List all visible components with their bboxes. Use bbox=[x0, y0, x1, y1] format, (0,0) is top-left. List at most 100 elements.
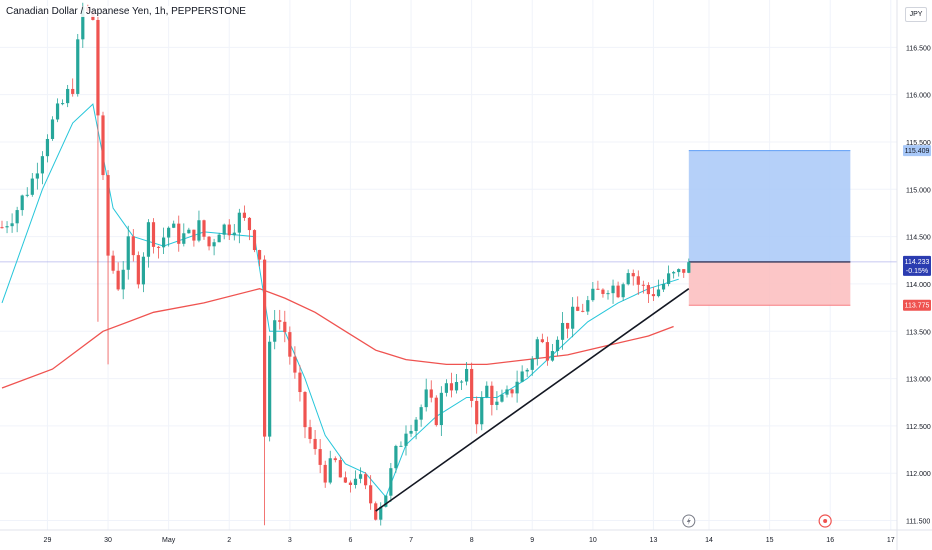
candle-body bbox=[50, 119, 55, 139]
candle-body bbox=[177, 223, 181, 244]
candle-body bbox=[358, 474, 363, 479]
candle-body bbox=[576, 306, 580, 311]
price-tick-label: 112.000 bbox=[906, 471, 931, 478]
price-tick-label: 112.500 bbox=[906, 424, 931, 431]
candle-body bbox=[126, 236, 130, 270]
price-axis[interactable]: 111.500 112.000 112.500 113.000 113.500 114.0… bbox=[896, 0, 931, 550]
price-tick-label: 114.500 bbox=[906, 235, 931, 242]
candle-body bbox=[192, 229, 196, 241]
candle-body bbox=[247, 217, 252, 231]
time-tick-label: 30 bbox=[104, 537, 112, 544]
candle-body bbox=[601, 289, 605, 294]
candle-body bbox=[333, 458, 337, 461]
candle-body bbox=[136, 255, 140, 285]
price-tick-label: 114.000 bbox=[906, 282, 931, 289]
ma-slow-line bbox=[1, 288, 674, 389]
loss-zone bbox=[688, 261, 851, 306]
candle-body bbox=[242, 212, 246, 218]
candle-body bbox=[661, 284, 666, 290]
candle-body bbox=[550, 351, 555, 361]
candle-body bbox=[308, 427, 312, 439]
candle-body bbox=[631, 273, 635, 277]
candle-body bbox=[212, 242, 216, 247]
time-tick-label: 8 bbox=[470, 537, 474, 544]
stop-price-label: 113.775 bbox=[905, 303, 930, 310]
position-zones[interactable] bbox=[0, 150, 897, 306]
candle-body bbox=[394, 445, 398, 469]
candle-body bbox=[566, 322, 570, 329]
candle-body bbox=[545, 342, 549, 361]
candle-body bbox=[156, 246, 161, 248]
candle-body bbox=[0, 227, 4, 229]
candle-body bbox=[399, 445, 403, 447]
candle-body bbox=[535, 339, 539, 359]
candle-body bbox=[606, 293, 610, 295]
candle-body bbox=[131, 236, 135, 256]
price-tick-label: 116.000 bbox=[906, 93, 931, 100]
candle-body bbox=[555, 339, 560, 352]
candle-body bbox=[611, 285, 615, 294]
candle-body bbox=[61, 103, 65, 105]
candle-body bbox=[30, 178, 34, 195]
candle-body bbox=[465, 368, 469, 382]
price-labels: 115.409 113.775 114.233 -0.15% bbox=[903, 145, 931, 311]
candle-body bbox=[268, 341, 272, 437]
candle-body bbox=[348, 482, 353, 485]
candle-body bbox=[560, 322, 565, 340]
candle-body bbox=[45, 138, 50, 157]
candle-body bbox=[338, 460, 342, 478]
target-price-label: 115.409 bbox=[905, 148, 930, 155]
candle-body bbox=[146, 222, 151, 257]
candle-body bbox=[374, 503, 378, 520]
candle-body bbox=[66, 88, 70, 104]
candle-body bbox=[404, 433, 408, 446]
candle-body bbox=[470, 368, 474, 401]
entry-price-label: 114.233 bbox=[905, 259, 930, 266]
time-tick-label: 29 bbox=[44, 537, 52, 544]
candle-body bbox=[318, 449, 322, 465]
candle-body bbox=[571, 306, 575, 329]
entry-price-label-bg bbox=[903, 255, 931, 276]
candle-body bbox=[15, 210, 19, 224]
candle-body bbox=[369, 485, 373, 504]
event-icons[interactable] bbox=[682, 514, 832, 528]
candle-body bbox=[227, 224, 231, 236]
candle-body bbox=[459, 381, 464, 383]
candle-body bbox=[293, 356, 297, 373]
candle-body bbox=[581, 310, 585, 312]
candle-body bbox=[71, 88, 75, 94]
time-tick-label: May bbox=[162, 537, 176, 544]
candle-body bbox=[480, 397, 484, 425]
candle-body bbox=[641, 284, 645, 286]
candle-body bbox=[303, 392, 307, 428]
candle-body bbox=[278, 320, 282, 322]
candle-body bbox=[409, 430, 413, 434]
candle-body bbox=[424, 389, 428, 408]
candle-body bbox=[121, 269, 125, 290]
candle-body bbox=[111, 255, 115, 271]
candle-body bbox=[116, 270, 120, 290]
price-tick-label: 116.500 bbox=[906, 45, 931, 52]
candle-body bbox=[217, 234, 221, 243]
candle-body bbox=[646, 285, 650, 295]
price-tick-label: 111.500 bbox=[906, 519, 930, 526]
candle-body bbox=[25, 194, 29, 196]
candle-body bbox=[379, 506, 383, 520]
candle-body bbox=[76, 39, 80, 94]
candle-body bbox=[687, 262, 691, 273]
trendline[interactable] bbox=[375, 288, 690, 512]
price-change-label: -0.15% bbox=[906, 268, 928, 275]
time-axis[interactable]: 29 30 May 2 3 6 7 8 9 10 13 14 15 16 17 bbox=[0, 529, 932, 544]
candle-body bbox=[263, 259, 267, 437]
stop-price-label-bg bbox=[903, 299, 931, 311]
candle-body bbox=[505, 389, 509, 395]
candle-body bbox=[525, 369, 529, 372]
candle-body bbox=[232, 232, 236, 236]
price-tick-label: 115.500 bbox=[906, 140, 931, 147]
candle-body bbox=[515, 381, 519, 394]
candle-body bbox=[182, 233, 186, 244]
candle-body bbox=[540, 339, 544, 343]
currency-button[interactable]: JPY bbox=[905, 7, 927, 22]
price-tick-label: 115.000 bbox=[906, 187, 931, 194]
